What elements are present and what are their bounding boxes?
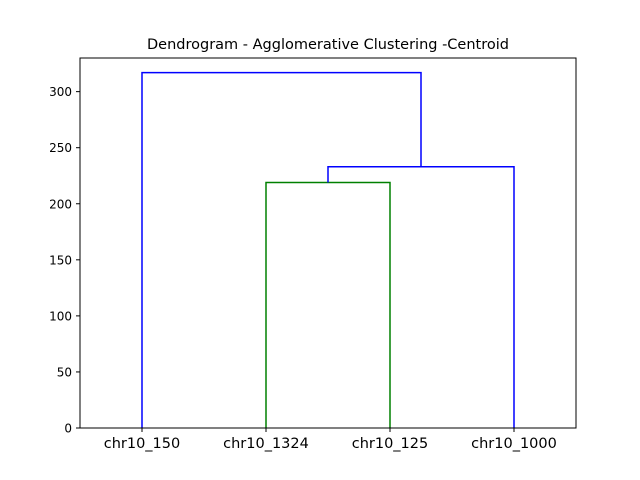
plot-frame bbox=[79, 57, 577, 429]
dendrogram-link-2 bbox=[327, 166, 515, 428]
y-tick-label: 0 bbox=[64, 422, 72, 436]
leaf-label: chr10_125 bbox=[352, 436, 429, 452]
x-axis: chr10_150 chr10_1324 chr10_125 chr10_1000 bbox=[104, 428, 557, 452]
y-tick-label: 200 bbox=[49, 197, 72, 211]
y-axis: 0 50 100 150 200 250 300 bbox=[49, 85, 80, 436]
dendrogram-links bbox=[141, 71, 515, 428]
dendrogram-link-3 bbox=[141, 71, 422, 428]
y-tick-label: 150 bbox=[49, 253, 72, 267]
dendrogram-link-1 bbox=[265, 181, 391, 428]
y-tick-label: 300 bbox=[49, 85, 72, 99]
leaf-label: chr10_1324 bbox=[223, 436, 309, 452]
leaf-label: chr10_150 bbox=[104, 436, 181, 452]
y-tick-label: 100 bbox=[49, 309, 72, 323]
chart-title: Dendrogram - Agglomerative Clustering -C… bbox=[147, 37, 509, 53]
leaf-label: chr10_1000 bbox=[471, 436, 557, 452]
y-tick-label: 250 bbox=[49, 141, 72, 155]
y-tick-label: 50 bbox=[57, 365, 72, 379]
